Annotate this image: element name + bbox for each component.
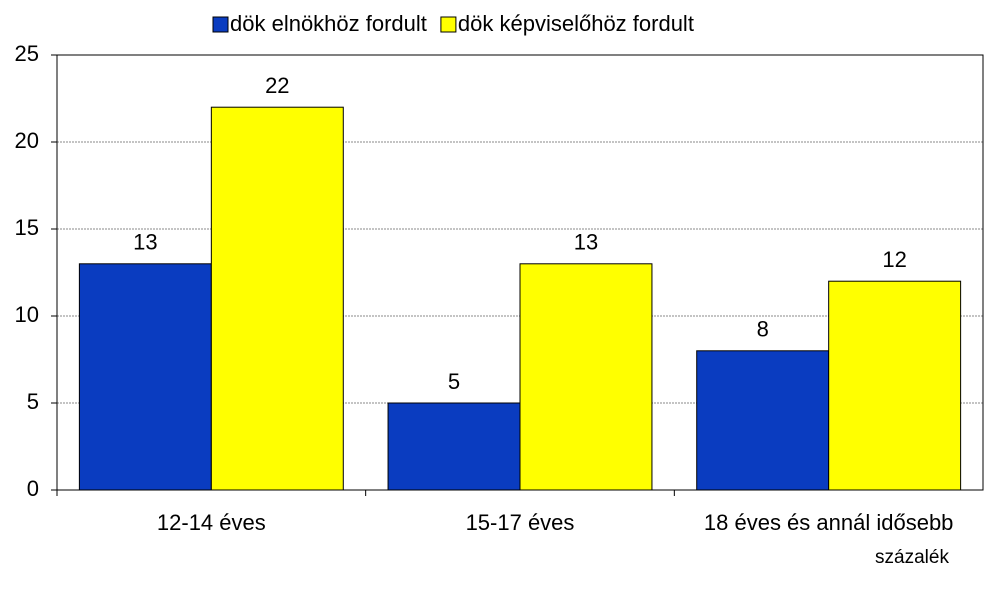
y-tick-label: 20: [15, 128, 39, 153]
data-label: 13: [133, 230, 157, 255]
bar: [387, 402, 521, 491]
data-label: 22: [265, 73, 289, 98]
x-tick-label: 12-14 éves: [157, 510, 266, 535]
bar: [696, 350, 830, 491]
legend-swatch: [440, 16, 457, 33]
data-label: 5: [448, 369, 460, 394]
bar: [828, 280, 962, 491]
unit-annotation: százalék: [875, 547, 949, 568]
data-label: 8: [757, 317, 769, 342]
bar: [519, 263, 653, 491]
legend-label: dök képviselőhöz fordult: [458, 11, 694, 36]
y-tick-label: 15: [15, 215, 39, 240]
data-label: 12: [882, 247, 906, 272]
x-tick-label: 18 éves és annál idősebb: [704, 510, 954, 535]
legend-label: dök elnökhöz fordult: [230, 11, 427, 36]
x-tick-label: 15-17 éves: [466, 510, 575, 535]
bar: [210, 106, 344, 491]
y-tick-label: 10: [15, 302, 39, 327]
y-tick-label: 5: [27, 389, 39, 414]
bar: [78, 263, 212, 491]
y-tick-label: 25: [15, 41, 39, 66]
data-label: 13: [574, 230, 598, 255]
y-tick-label: 0: [27, 476, 39, 501]
legend-swatch: [212, 16, 229, 33]
